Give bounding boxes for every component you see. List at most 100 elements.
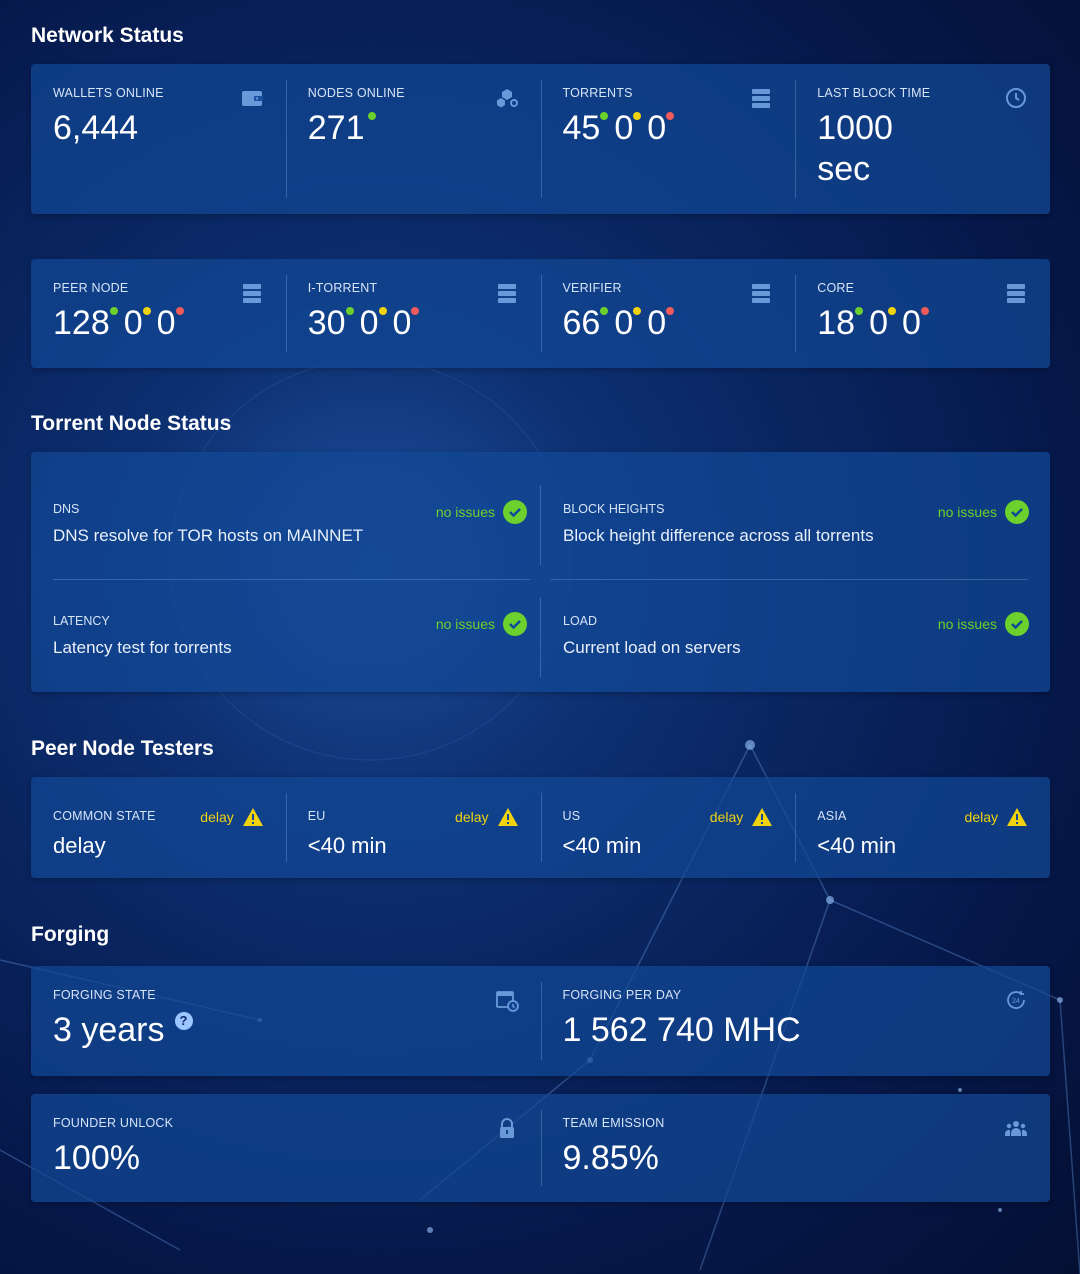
torrents-yellow-count: 0 (614, 109, 634, 147)
status-item-load: LOAD Current load on servers no issues (563, 612, 1039, 658)
wallets-online-value: 6,444 (53, 109, 139, 147)
green-count: 128 (53, 304, 110, 342)
green-dot (855, 307, 864, 315)
founder-unlock-value: 100% (53, 1139, 140, 1177)
check-circle-icon (503, 500, 527, 524)
wallets-online-stat: WALLETS ONLINE 6,444 (31, 80, 286, 198)
status-label: BLOCK HEIGHTS (563, 502, 665, 516)
section-title-forging: Forging (31, 923, 110, 946)
status-item-latency: LATENCY Latency test for torrents no iss… (53, 612, 529, 658)
yellow-dot (633, 112, 642, 120)
status-text: no issues (937, 616, 997, 632)
forging-per-day-stat: FORGING PER DAY 1 562 740 MHC 24 (540, 982, 1051, 1060)
green-count: 30 (307, 304, 346, 342)
svg-text:24: 24 (1012, 998, 1020, 1005)
section-title-peer-node-testers: Peer Node Testers (31, 737, 214, 760)
team-emission-label: TEAM EMISSION (562, 1116, 665, 1130)
check-circle-icon (1005, 500, 1029, 524)
delay-status-text: delay (455, 809, 489, 825)
founder-unlock-label: FOUNDER UNLOCK (53, 1116, 174, 1130)
torrents-stat: TORRENTS 45 0 0 (540, 80, 796, 198)
torrents-green-count: 45 (562, 109, 601, 147)
cubes-icon (496, 89, 518, 108)
status-item-dns: DNS DNS resolve for TOR hosts on MAINNET… (53, 500, 529, 546)
status-label: LOAD (563, 614, 598, 628)
red-dot (411, 307, 420, 315)
wallet-icon (241, 91, 263, 106)
green-dot (345, 307, 354, 315)
status-description: Block height difference across all torre… (563, 526, 874, 545)
red-dot (666, 307, 675, 315)
tester-value: <40 min (307, 833, 387, 858)
torrents-label: TORRENTS (562, 86, 633, 100)
section-title-torrent-node-status: Torrent Node Status (31, 412, 232, 435)
node-type-label: PEER NODE (53, 281, 129, 295)
calendar-clock-icon (495, 991, 519, 1012)
yellow-count: 0 (869, 304, 888, 342)
node-type-label: VERIFIER (562, 281, 622, 295)
delay-status-text: delay (964, 809, 998, 825)
warning-icon (497, 808, 518, 826)
tester-value: <40 min (562, 833, 642, 858)
status-text: no issues (435, 616, 495, 632)
last-block-time-stat: LAST BLOCK TIME 1000 sec (795, 80, 1050, 198)
red-dot (666, 112, 675, 120)
tester-common-state: COMMON STATE delay delay (31, 793, 286, 862)
check-circle-icon (1005, 612, 1029, 636)
divider (53, 579, 530, 580)
red-dot (920, 307, 929, 315)
check-circle-icon (503, 612, 527, 636)
yellow-dot (633, 307, 642, 315)
node-type-core: CORE 18 0 0 (795, 275, 1050, 352)
warning-icon (752, 808, 773, 826)
green-count: 66 (562, 304, 601, 342)
forging-state-value: 3 years (53, 1011, 165, 1049)
tester-label: EU (307, 809, 326, 823)
forging-per-day-label: FORGING PER DAY (562, 988, 682, 1002)
tester-label: ASIA (817, 809, 847, 823)
yellow-count: 0 (614, 304, 634, 342)
red-count: 0 (156, 304, 176, 342)
green-count: 18 (817, 304, 856, 342)
status-text: no issues (937, 504, 997, 520)
server-icon (752, 89, 771, 108)
node-type-peer-node: PEER NODE 128 0 0 (31, 275, 286, 352)
team-icon (1005, 1121, 1027, 1136)
yellow-count: 0 (359, 304, 379, 342)
team-emission-value: 9.85% (562, 1139, 659, 1177)
last-block-time-value: 1000 (817, 109, 893, 147)
clock-icon (1006, 88, 1026, 108)
forging-card: FORGING STATE 3 years? FORGING PER DAY 1… (31, 966, 1050, 1076)
peer-node-testers-card: COMMON STATE delay delay EU <40 min dela… (31, 777, 1050, 878)
status-description: DNS resolve for TOR hosts on MAINNET (53, 526, 364, 545)
forging-state-stat: FORGING STATE 3 years? (31, 982, 541, 1060)
lock-icon (499, 1118, 514, 1138)
yellow-dot (888, 307, 896, 315)
network-status-card: WALLETS ONLINE 6,444 NODES ONLINE 271 (31, 64, 1050, 214)
node-type-verifier: VERIFIER 66 0 0 (540, 275, 796, 352)
nodes-online-label: NODES ONLINE (307, 86, 405, 100)
divider (551, 579, 1028, 580)
tester-value: <40 min (817, 833, 897, 858)
torrents-red-count: 0 (647, 109, 667, 147)
warning-icon (242, 808, 263, 826)
node-type-label: I-TORRENT (307, 281, 378, 295)
tester-eu: EU <40 min delay (285, 793, 541, 862)
tester-us: US <40 min delay (540, 793, 796, 862)
red-count: 0 (392, 304, 412, 342)
green-dot (600, 112, 609, 120)
status-description: Current load on servers (563, 638, 741, 657)
status-text: no issues (435, 504, 495, 520)
forging-state-label: FORGING STATE (53, 988, 156, 1002)
torrent-node-status-card: DNS DNS resolve for TOR hosts on MAINNET… (31, 452, 1050, 692)
yellow-dot (378, 307, 387, 315)
last-block-time-unit: sec (817, 149, 871, 188)
divider (540, 485, 541, 565)
node-type-label: CORE (817, 281, 855, 295)
nodes-online-value: 271 (307, 109, 365, 147)
help-icon[interactable]: ? (174, 1012, 193, 1030)
nodes-online-stat: NODES ONLINE 271 (285, 80, 541, 198)
wallets-online-label: WALLETS ONLINE (53, 86, 164, 100)
status-item-block-heights: BLOCK HEIGHTS Block height difference ac… (563, 500, 1039, 546)
delay-status-text: delay (200, 809, 234, 825)
